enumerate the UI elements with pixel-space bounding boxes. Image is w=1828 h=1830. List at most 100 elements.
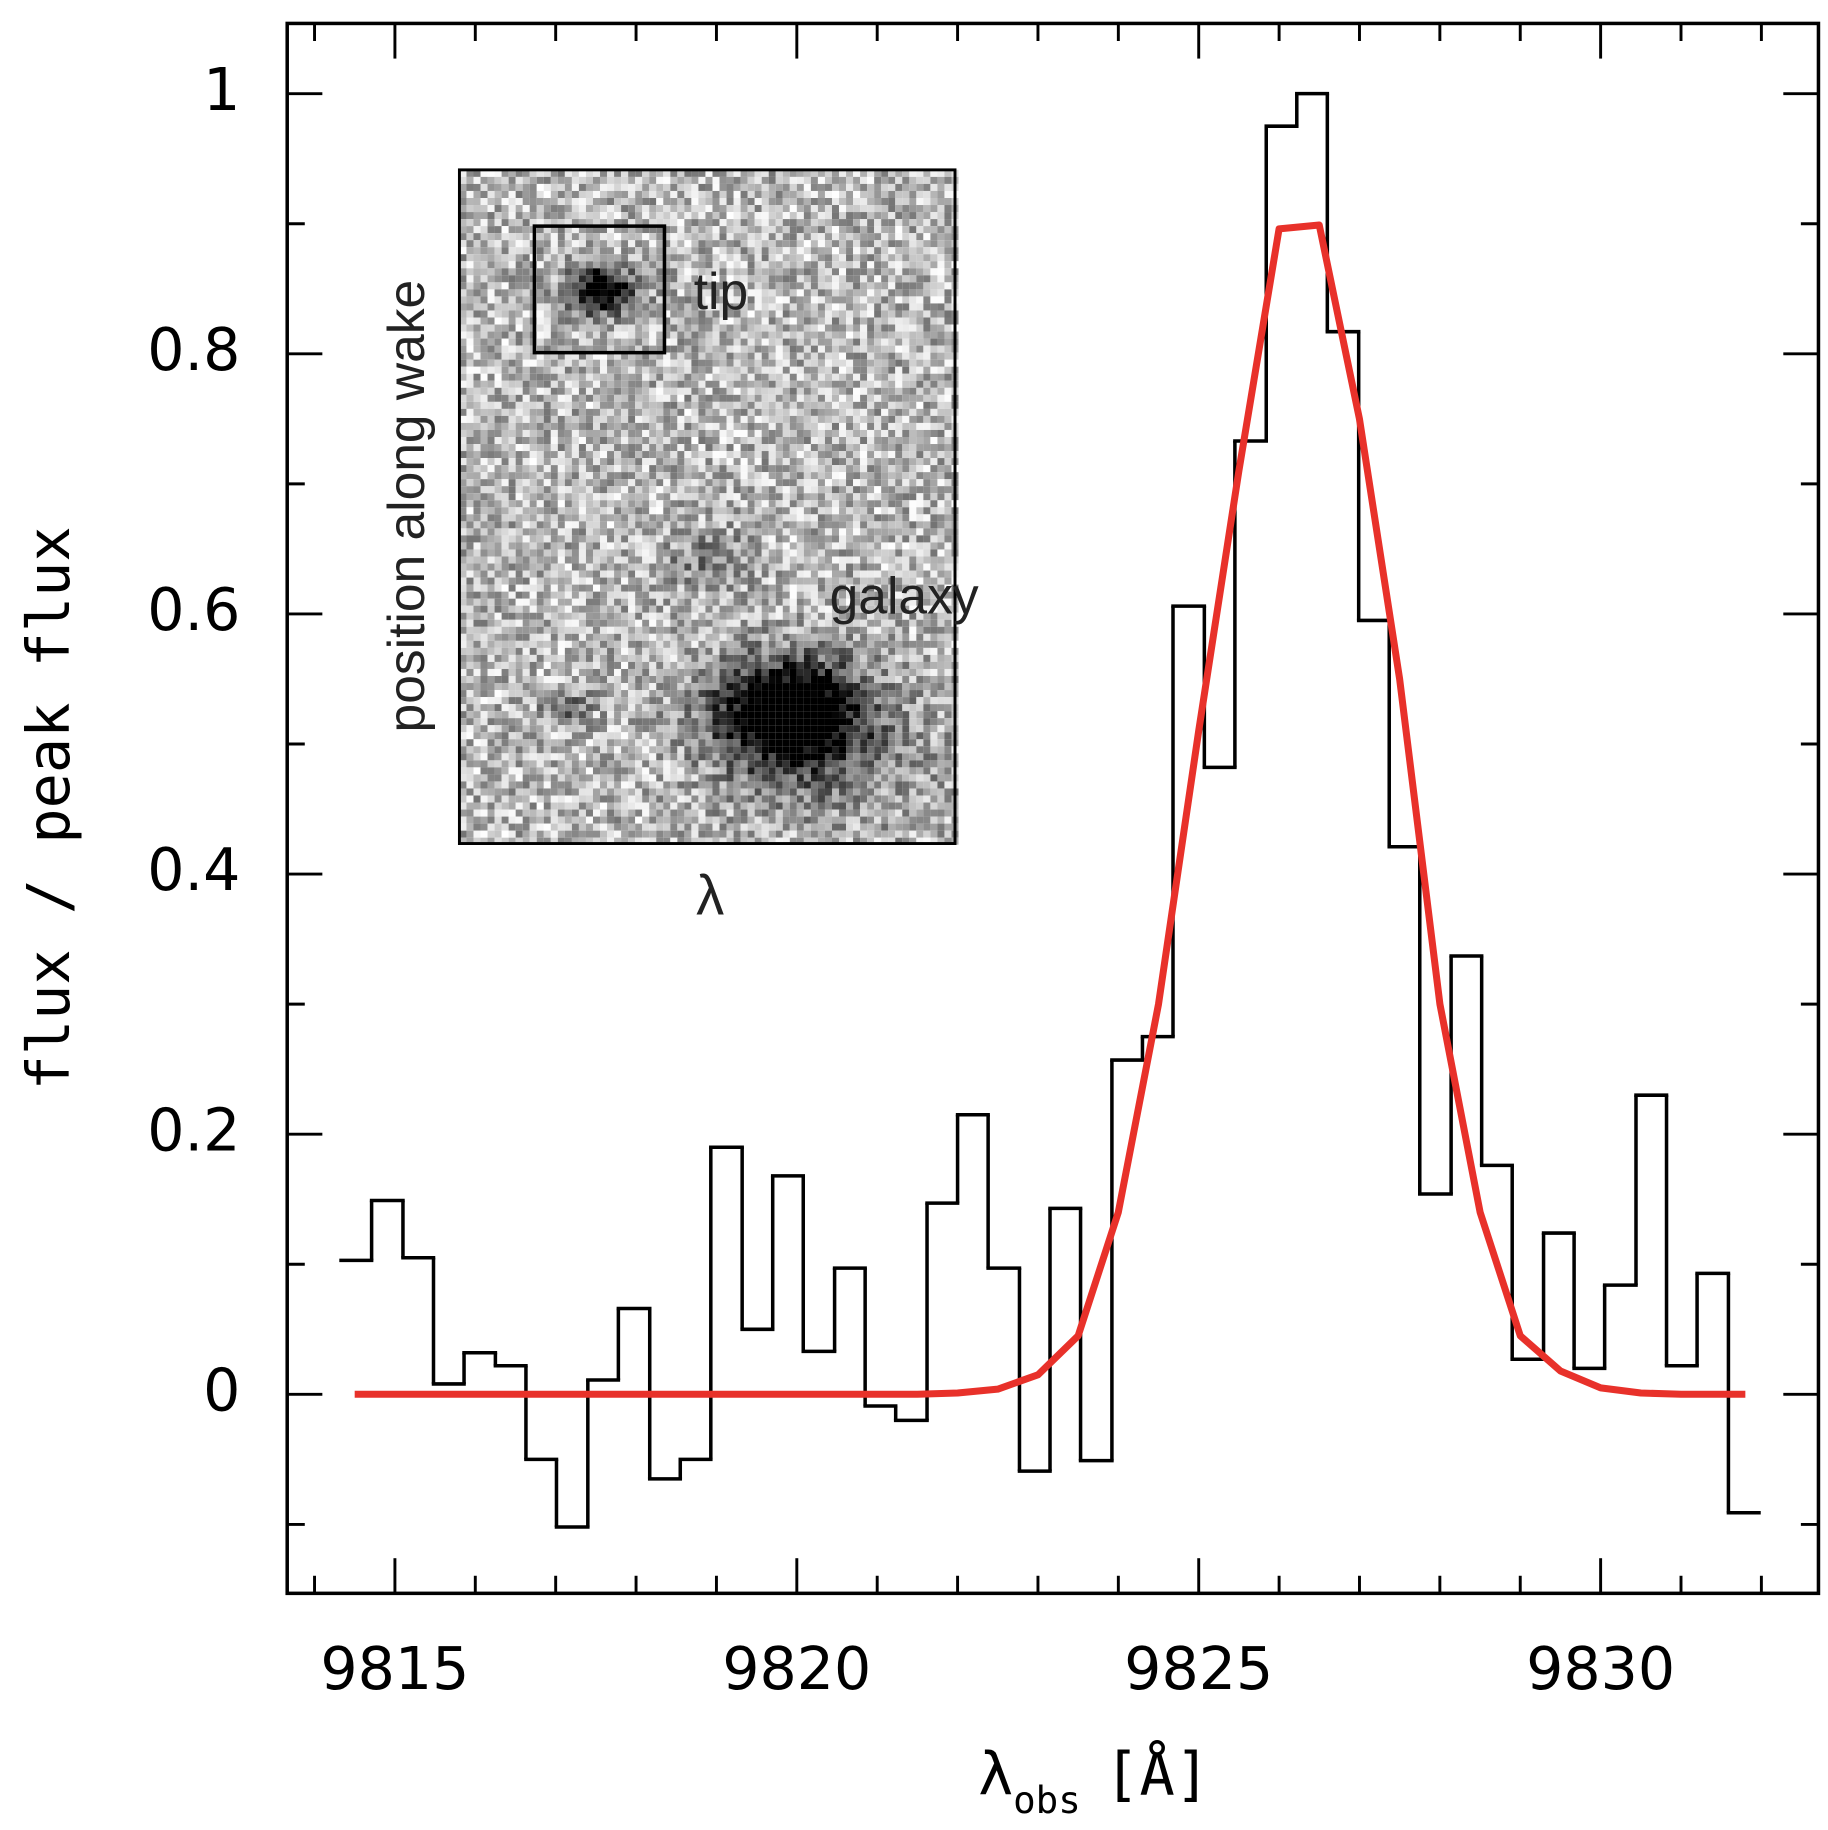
noise-pixel xyxy=(867,226,875,234)
noise-pixel xyxy=(684,528,692,536)
noise-pixel xyxy=(698,254,706,262)
noise-pixel xyxy=(663,268,671,276)
noise-pixel xyxy=(663,408,671,416)
noise-pixel xyxy=(860,219,868,227)
noise-pixel xyxy=(839,640,847,648)
noise-pixel xyxy=(754,514,762,522)
noise-pixel xyxy=(726,401,734,409)
noise-pixel xyxy=(564,394,572,402)
noise-pixel xyxy=(529,359,537,367)
noise-pixel xyxy=(592,436,601,445)
noise-pixel xyxy=(712,226,720,234)
noise-pixel xyxy=(698,261,706,269)
noise-pixel xyxy=(803,197,811,206)
noise-pixel xyxy=(600,183,608,191)
noise-pixel xyxy=(677,282,685,290)
noise-pixel xyxy=(937,619,945,627)
noise-pixel xyxy=(747,282,755,290)
noise-pixel xyxy=(670,352,678,360)
noise-pixel xyxy=(789,514,797,522)
noise-pixel xyxy=(839,472,847,480)
noise-pixel xyxy=(902,549,910,557)
noise-pixel xyxy=(817,436,825,445)
noise-pixel xyxy=(916,422,924,430)
noise-pixel xyxy=(923,570,931,578)
noise-pixel xyxy=(607,282,615,290)
noise-pixel xyxy=(831,275,840,283)
noise-pixel xyxy=(600,444,608,452)
noise-pixel xyxy=(810,408,818,416)
noise-pixel xyxy=(867,247,875,255)
noise-pixel xyxy=(867,261,875,269)
noise-pixel xyxy=(761,500,769,508)
noise-pixel xyxy=(487,296,495,304)
noise-pixel xyxy=(466,654,474,662)
noise-pixel xyxy=(803,352,811,360)
noise-pixel xyxy=(831,591,840,599)
noise-pixel xyxy=(944,324,952,332)
noise-pixel xyxy=(831,451,840,459)
noise-pixel xyxy=(895,387,903,395)
noise-pixel xyxy=(614,380,622,388)
noise-pixel xyxy=(923,282,931,290)
noise-pixel xyxy=(888,528,896,536)
noise-pixel xyxy=(635,352,643,360)
noise-pixel xyxy=(817,654,825,662)
noise-pixel xyxy=(473,458,481,466)
noise-pixel xyxy=(607,465,615,473)
noise-pixel xyxy=(740,408,748,416)
noise-pixel xyxy=(578,324,586,332)
noise-pixel xyxy=(649,338,657,346)
noise-pixel xyxy=(824,247,832,255)
noise-pixel xyxy=(663,493,671,501)
noise-pixel xyxy=(501,640,509,648)
noise-pixel xyxy=(782,563,790,571)
noise-pixel xyxy=(803,465,811,473)
noise-pixel xyxy=(529,472,537,480)
noise-pixel xyxy=(536,654,544,662)
noise-pixel xyxy=(529,387,537,395)
noise-pixel xyxy=(600,261,608,269)
noise-pixel xyxy=(867,549,875,557)
noise-pixel xyxy=(860,296,868,304)
noise-pixel xyxy=(494,493,502,501)
noise-pixel xyxy=(726,310,734,318)
noise-pixel xyxy=(782,289,790,297)
noise-pixel xyxy=(846,528,854,536)
noise-pixel xyxy=(740,535,748,543)
noise-pixel xyxy=(740,612,748,620)
noise-pixel xyxy=(782,514,790,522)
noise-pixel xyxy=(677,183,685,191)
noise-pixel xyxy=(480,183,488,191)
noise-pixel xyxy=(529,219,537,227)
noise-pixel xyxy=(754,380,762,388)
noise-pixel xyxy=(775,268,783,276)
noise-pixel xyxy=(895,563,903,571)
noise-pixel xyxy=(592,415,601,423)
noise-pixel xyxy=(853,570,861,578)
noise-pixel xyxy=(663,549,671,557)
noise-pixel xyxy=(867,275,875,283)
noise-pixel xyxy=(895,507,903,515)
noise-pixel xyxy=(607,654,615,662)
noise-pixel xyxy=(768,296,776,304)
noise-pixel xyxy=(522,654,530,662)
noise-pixel xyxy=(649,465,657,473)
noise-pixel xyxy=(839,584,847,592)
noise-pixel xyxy=(508,408,516,416)
noise-pixel xyxy=(642,584,650,592)
noise-pixel xyxy=(930,408,938,416)
noise-pixel xyxy=(944,577,952,585)
noise-pixel xyxy=(635,436,643,445)
noise-pixel xyxy=(888,535,896,543)
noise-pixel xyxy=(642,303,650,311)
noise-pixel xyxy=(810,500,818,508)
noise-pixel xyxy=(712,444,720,452)
noise-pixel xyxy=(578,415,586,423)
noise-pixel xyxy=(803,528,811,536)
noise-pixel xyxy=(515,212,523,220)
noise-pixel xyxy=(937,205,945,213)
noise-pixel xyxy=(473,380,481,388)
noise-pixel xyxy=(684,451,692,459)
noise-pixel xyxy=(768,366,776,374)
